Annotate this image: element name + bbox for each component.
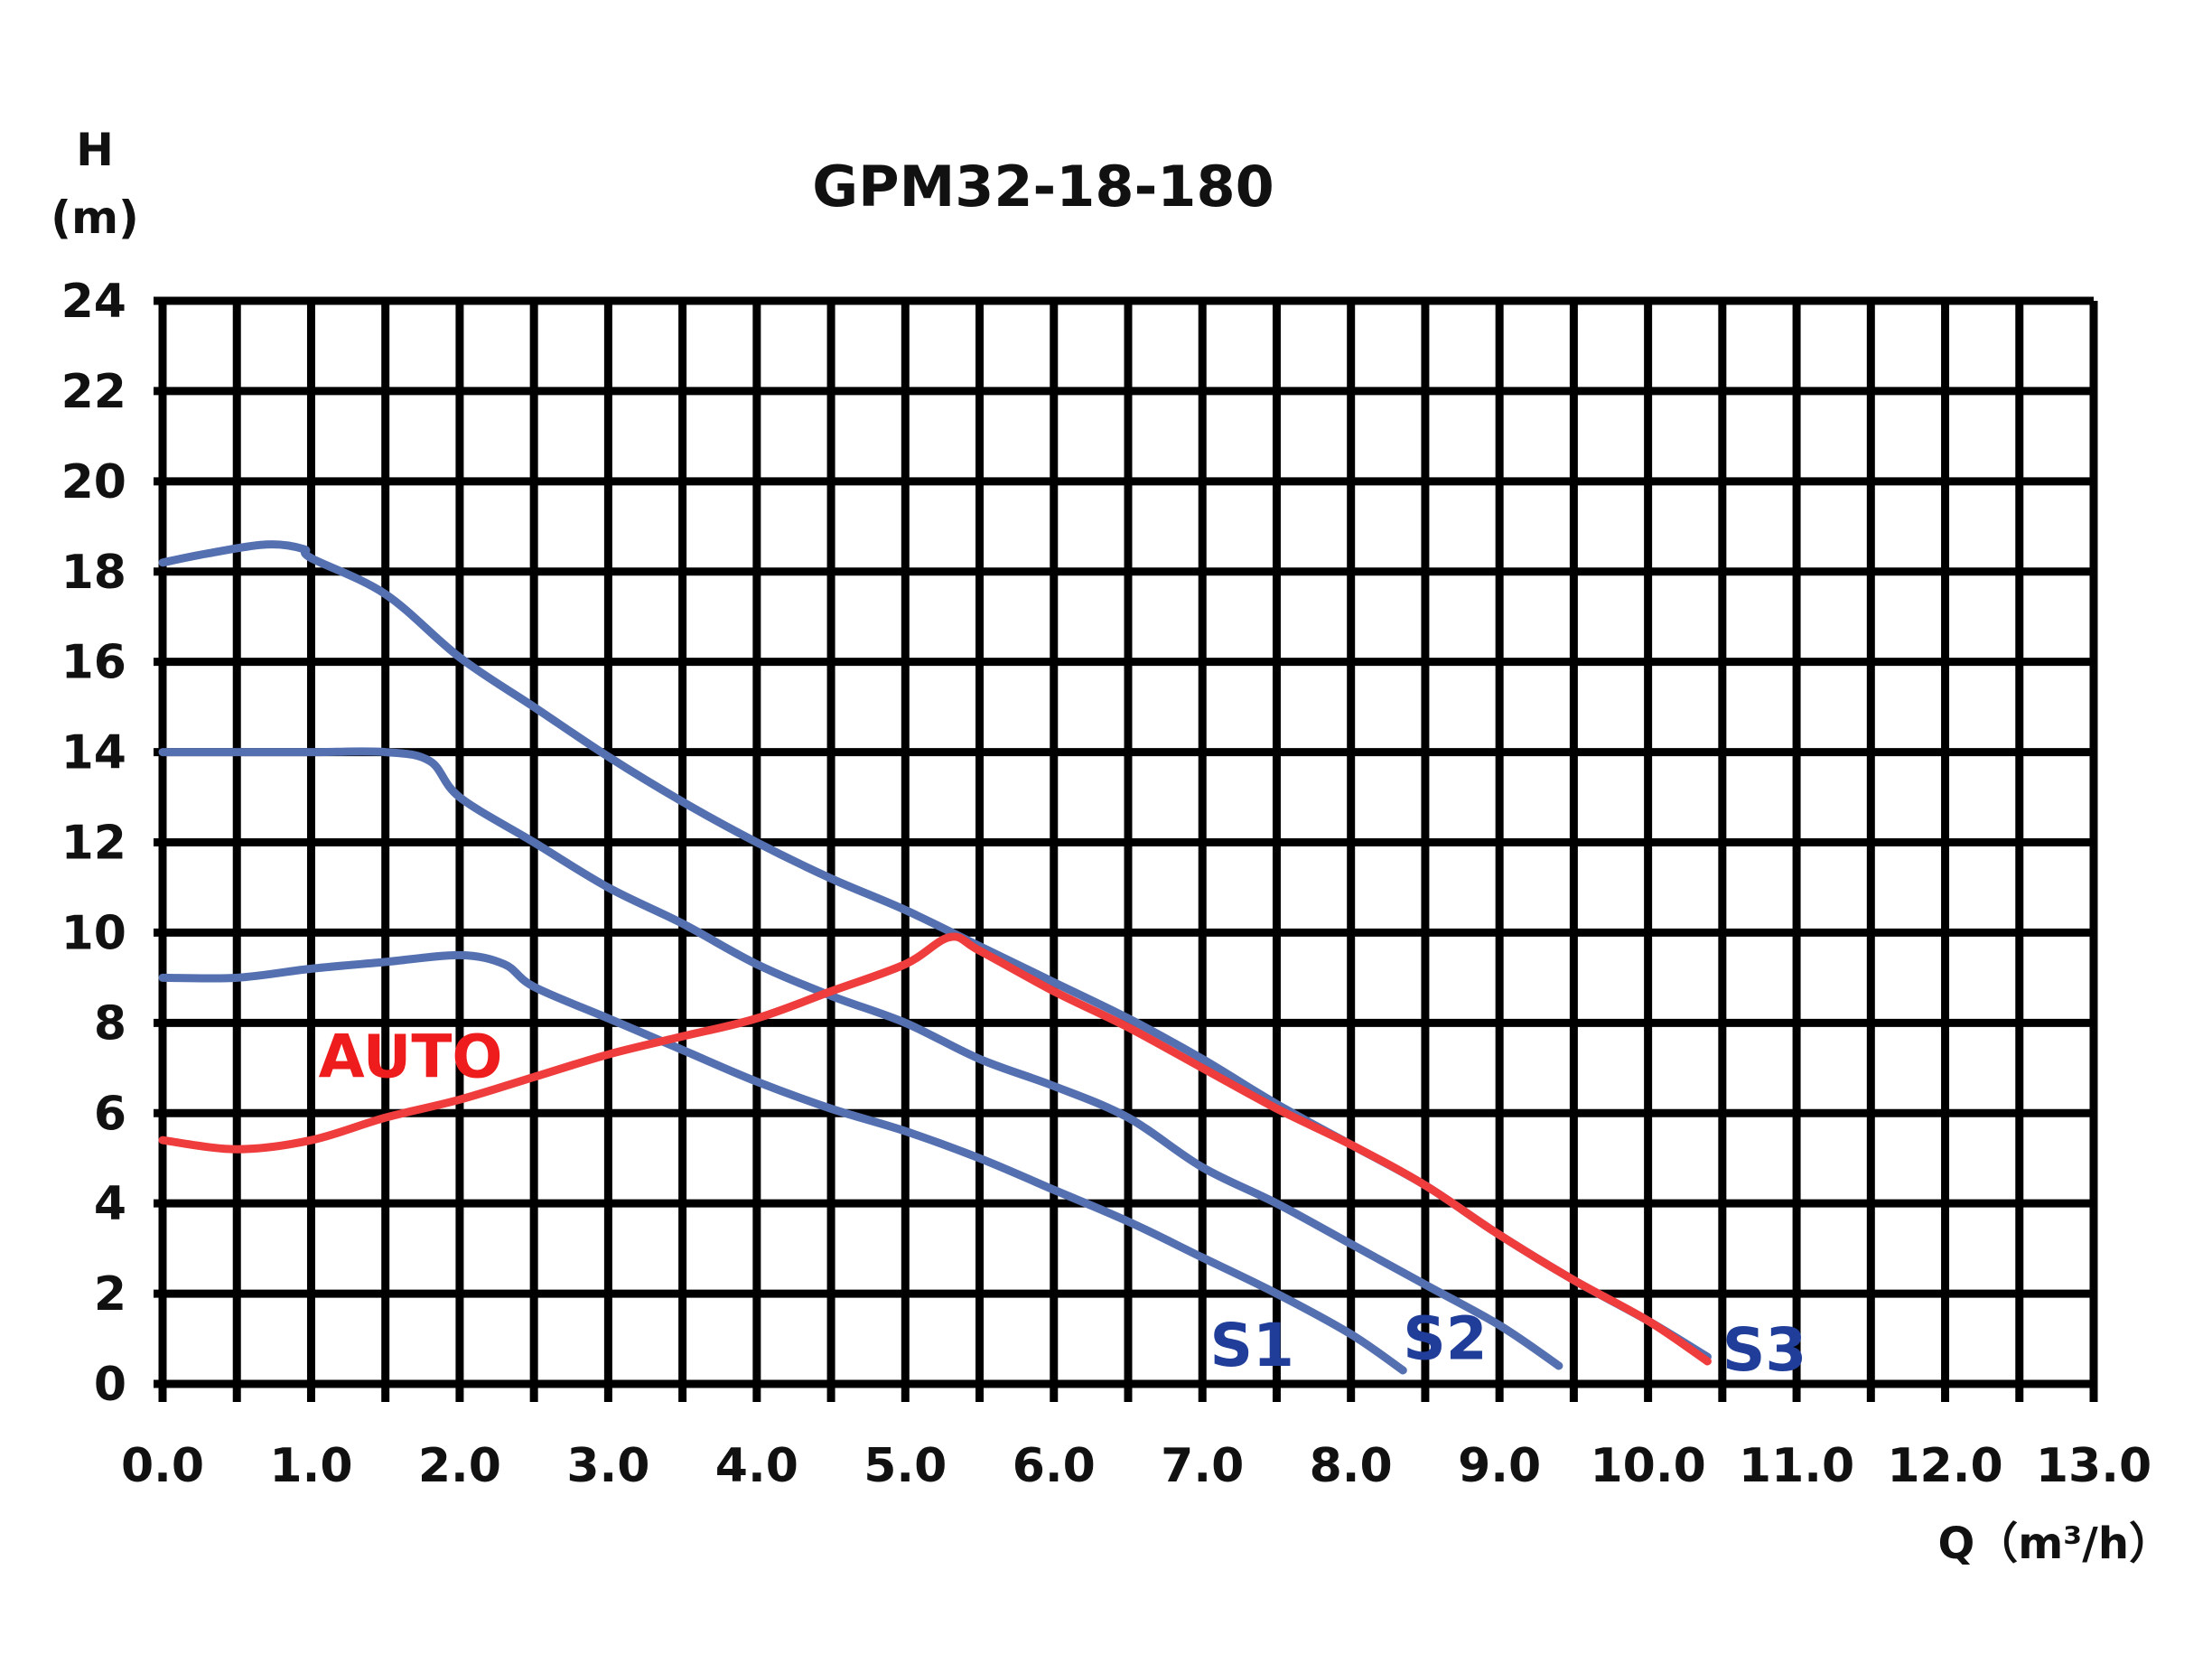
y-tick-label: 6 (94, 1087, 126, 1141)
x-tick-labels: 0.0 1.0 2.0 3.0 4.0 5.0 6.0 7.0 8.0 9.0 10.0 11.0 12… (121, 1439, 2151, 1493)
x-tick-label: 4.0 (715, 1439, 798, 1493)
x-tick-label: 10.0 (1590, 1439, 1705, 1493)
x-tick-label: 12.0 (1887, 1439, 2002, 1493)
x-tick-label: 9.0 (1458, 1439, 1541, 1493)
x-tick-label: 2.0 (418, 1439, 501, 1493)
chart-series (158, 540, 1712, 1375)
x-tick-label: 3.0 (566, 1439, 649, 1493)
y-tick-label: 2 (94, 1267, 126, 1322)
y-tick-label: 8 (94, 996, 126, 1051)
series-label-auto: AUTO (319, 1022, 503, 1091)
x-axis-label: Q（m³/h） (1937, 1519, 2172, 1569)
y-tick-label: 4 (94, 1177, 126, 1231)
y-axis-label-h: H (76, 124, 114, 176)
y-tick-label: 0 (94, 1358, 126, 1412)
y-tick-label: 14 (61, 726, 126, 780)
series-line-s2 (158, 747, 1563, 1370)
y-tick-label: 24 (61, 275, 126, 329)
x-tick-label: 5.0 (863, 1439, 947, 1493)
y-tick-label: 22 (61, 365, 126, 419)
x-tick-label: 0.0 (121, 1439, 204, 1493)
x-tick-label: 11.0 (1739, 1439, 1854, 1493)
y-tick-label: 10 (61, 906, 126, 960)
series-line-s3 (158, 540, 1712, 1361)
series-line-auto (158, 932, 1712, 1366)
x-tick-label: 13.0 (2036, 1439, 2151, 1493)
y-tick-label: 18 (61, 546, 126, 600)
x-tick-label: 6.0 (1013, 1439, 1096, 1493)
y-tick-label: 20 (61, 455, 126, 509)
series-label-s3: S3 (1722, 1315, 1806, 1385)
series-labels: S1 S2 S3 AUTO (319, 1022, 1807, 1385)
x-tick-label: 1.0 (269, 1439, 352, 1493)
series-line-s1 (158, 950, 1407, 1375)
series-label-s2: S2 (1403, 1304, 1487, 1374)
y-tick-label: 16 (61, 636, 126, 690)
x-tick-label: 7.0 (1161, 1439, 1244, 1493)
x-tick-label: 8.0 (1310, 1439, 1393, 1493)
y-axis-label-unit: (m) (51, 192, 139, 244)
chart-title: GPM32-18-180 (812, 154, 1274, 220)
y-tick-label: 12 (61, 817, 126, 871)
chart-grid (154, 296, 2098, 1402)
series-label-s1: S1 (1209, 1311, 1293, 1380)
